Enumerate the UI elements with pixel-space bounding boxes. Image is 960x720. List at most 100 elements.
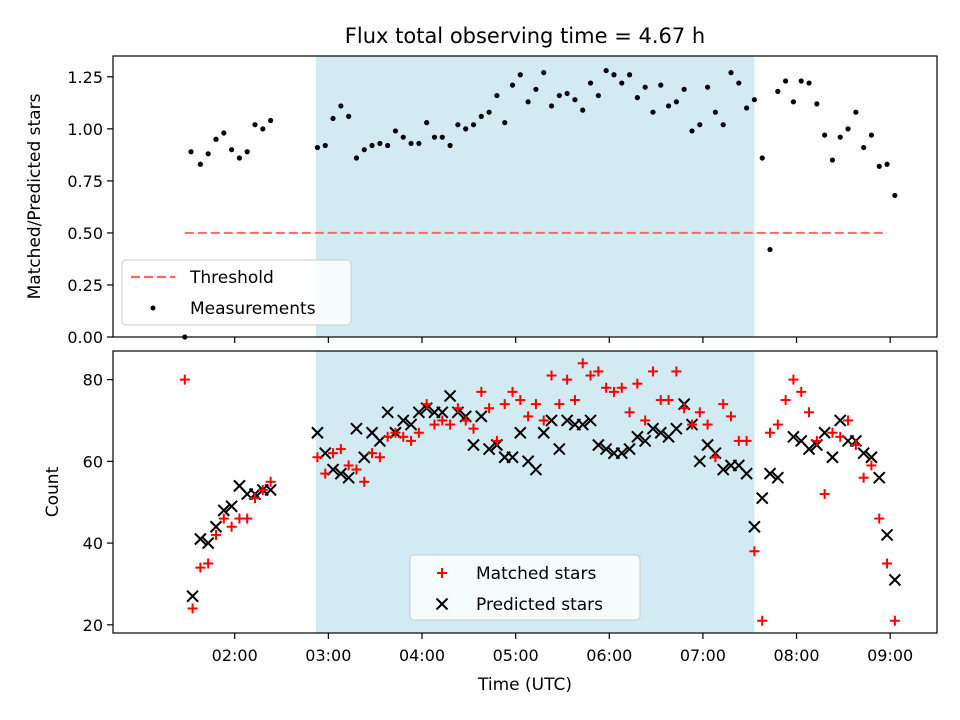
predicted-star-marker (436, 406, 449, 419)
measurement-point (330, 115, 336, 122)
measurement-point (658, 82, 664, 88)
predicted-star-marker (802, 442, 816, 456)
measurement-point (587, 80, 594, 86)
matched-star-marker (850, 440, 861, 450)
predicted-star-marker (748, 520, 761, 533)
predicted-star-marker-b (826, 451, 839, 464)
predicted-star-marker-b (873, 471, 886, 484)
matched-star-marker (718, 399, 729, 410)
predicted-star-marker-b (716, 463, 730, 476)
matched-star-marker (585, 370, 596, 381)
measurement-point (572, 97, 578, 103)
predicted-star-marker-b (576, 418, 589, 431)
ratio-legend: Threshold Measurements (121, 259, 352, 326)
matched-star-marker (265, 476, 276, 487)
measurement-point (689, 128, 695, 134)
predicted-star-marker-b (787, 430, 800, 444)
matched-star-marker (312, 452, 323, 463)
count-x-tick-label: 02:00 (212, 646, 258, 665)
predicted-star-marker-b (834, 414, 847, 427)
matched-star-marker (413, 427, 424, 438)
predicted-star-marker (404, 418, 418, 431)
matched-star-marker (359, 476, 370, 487)
predicted-star-marker (443, 389, 457, 403)
predicted-star-marker (576, 418, 589, 431)
predicted-star-marker-b (771, 471, 785, 484)
predicted-star-marker-b (334, 467, 348, 480)
predicted-star-marker-b (795, 434, 808, 448)
matched-star-marker (686, 419, 697, 430)
predicted-star-marker-b (802, 442, 816, 456)
ratio-panel: 0.00 0.25 0.50 0.75 1.00 1.25 Matched/Predict… (25, 55, 938, 347)
predicted-star-marker (209, 520, 223, 533)
measurement-point (728, 70, 734, 76)
measurement-point (564, 90, 570, 97)
count-y-axis-label: Count (43, 466, 63, 517)
measurement-point (892, 192, 898, 199)
measurement-point (260, 126, 266, 132)
matched-star-marker (328, 448, 339, 459)
matched-star-marker (827, 427, 838, 438)
matched-star-marker (218, 513, 229, 524)
predicted-star-marker-b (194, 532, 207, 546)
predicted-star-marker-b (888, 573, 902, 587)
matched-star-marker (445, 419, 456, 430)
measurement-point (822, 132, 828, 138)
measurement-point (431, 134, 438, 140)
measurement-point (338, 103, 344, 109)
matched-star-marker (491, 435, 502, 446)
count-x-tick-label: 06:00 (586, 646, 632, 665)
predicted-star-marker (545, 414, 558, 427)
predicted-star-marker-b (756, 491, 769, 505)
measurement-point (322, 142, 328, 149)
count-x-tick-label: 07:00 (680, 646, 726, 665)
predicted-star-marker (537, 426, 550, 439)
predicted-star-marker-b (732, 459, 746, 472)
measurement-point (744, 105, 750, 111)
matched-star-marker (632, 378, 643, 389)
predicted-star-markers (186, 389, 902, 603)
predicted-star-marker-b (638, 434, 652, 448)
predicted-star-marker (716, 463, 730, 476)
measurement-point (197, 161, 203, 167)
predicted-star-marker-b (233, 479, 246, 493)
measurement-point (681, 86, 687, 92)
predicted-star-marker-b (342, 471, 355, 484)
legend-predicted-swatch (435, 597, 449, 611)
predicted-star-marker (740, 467, 753, 480)
predicted-star-marker (381, 406, 394, 419)
predicted-star-marker (880, 528, 894, 542)
predicted-star-marker-b (701, 438, 714, 452)
measurement-point (361, 147, 367, 153)
legend-threshold-label: Threshold (189, 268, 274, 288)
legend-predicted-marker (435, 597, 449, 611)
predicted-star-marker (826, 451, 839, 464)
matched-star-marker (367, 448, 378, 459)
predicted-star-marker (506, 451, 519, 464)
predicted-star-marker-b (264, 483, 277, 497)
predicted-star-marker-b (225, 500, 238, 513)
ratio-observing-window (315, 56, 755, 337)
measurement-point (369, 142, 375, 149)
predicted-star-marker-b (412, 406, 426, 419)
predicted-star-marker (412, 406, 426, 419)
predicted-star-marker (592, 438, 605, 452)
measurement-point (229, 147, 235, 153)
matched-star-marker (538, 415, 549, 426)
measurement-point (478, 113, 484, 119)
measurement-point (884, 161, 890, 167)
predicted-star-marker (201, 536, 215, 550)
matched-star-marker (741, 435, 752, 446)
matched-star-marker (843, 415, 854, 426)
predicted-star-marker (763, 467, 777, 480)
predicted-star-marker-b (880, 528, 894, 542)
measurement-point (385, 142, 391, 149)
predicted-star-marker (631, 430, 644, 444)
measurement-point (470, 122, 477, 128)
matched-star-marker (796, 386, 807, 397)
predicted-star-marker (560, 414, 574, 427)
matched-star-marker (179, 374, 190, 385)
predicted-star-marker-b (365, 426, 379, 439)
count-legend: Matched stars Predicted stars (409, 554, 641, 621)
predicted-star-marker (865, 451, 878, 464)
